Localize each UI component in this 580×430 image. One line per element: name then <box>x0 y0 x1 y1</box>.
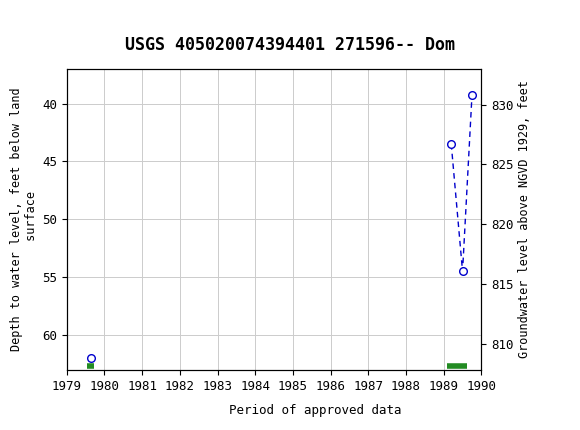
Text: Period of approved data: Period of approved data <box>229 404 401 417</box>
Y-axis label: Depth to water level, feet below land
 surface: Depth to water level, feet below land su… <box>10 87 38 351</box>
Y-axis label: Groundwater level above NGVD 1929, feet: Groundwater level above NGVD 1929, feet <box>518 80 531 358</box>
Text: ▒USGS: ▒USGS <box>10 8 65 29</box>
Text: USGS 405020074394401 271596-- Dom: USGS 405020074394401 271596-- Dom <box>125 36 455 54</box>
